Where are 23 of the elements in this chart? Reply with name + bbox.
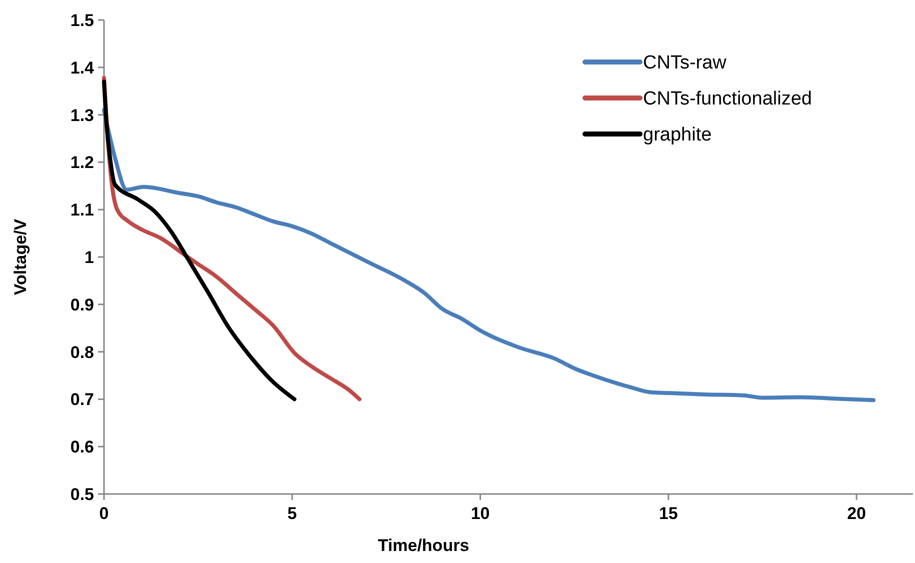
y-tick-label: 0.6 [70,438,94,457]
x-axis-title: Time/hours [378,536,470,555]
x-tick-label: 0 [99,504,109,523]
y-axis-title: Voltage/V [11,218,30,296]
x-tick-label: 20 [847,504,866,523]
y-tick-label: 1.2 [70,153,94,172]
y-tick-label: 0.7 [70,390,94,410]
y-tick-label: 0.5 [70,484,94,504]
x-tick-label: 5 [287,504,297,523]
y-tick-label: 1.3 [70,106,94,125]
line-series [102,108,876,402]
legend-label: CNTs-raw [643,52,727,74]
y-tick-label: 1 [84,248,94,267]
y-tick-label: 1.4 [70,58,95,78]
x-tick-label: 15 [658,504,678,523]
x-tick-label: 10 [470,504,490,523]
legend-label: CNTs-functionalized [643,88,812,110]
y-tick-label: 0.9 [70,295,94,314]
y-tick-label: 0.8 [70,342,94,362]
y-tick-label: 1.1 [70,200,94,220]
y-tick-label: 1.5 [70,10,94,30]
line-series [102,80,296,402]
legend-label: graphite [643,124,712,146]
